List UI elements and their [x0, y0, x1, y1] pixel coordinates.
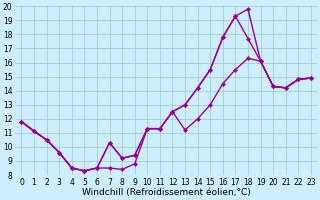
X-axis label: Windchill (Refroidissement éolien,°C): Windchill (Refroidissement éolien,°C) — [82, 188, 251, 197]
